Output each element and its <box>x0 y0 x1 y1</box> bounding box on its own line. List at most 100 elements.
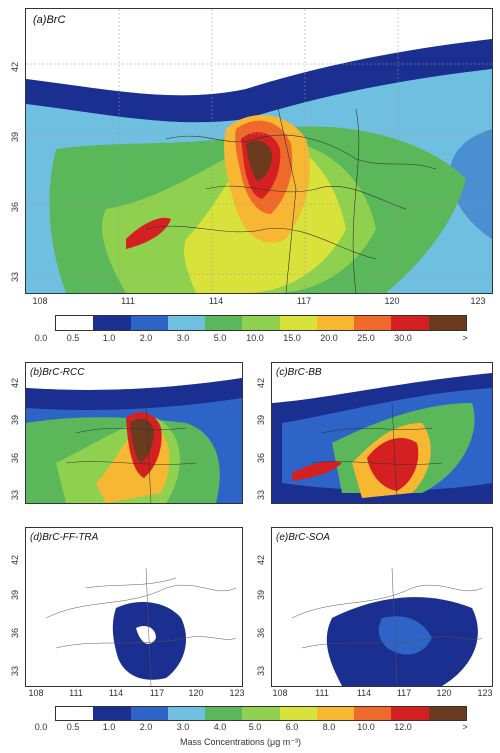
colorbar-2-label: 1.0 <box>102 722 116 732</box>
panel-e-lon-tick-120: 120 <box>436 688 452 698</box>
colorbar-2-label: 3.0 <box>176 722 190 732</box>
colorbar-1-swatch <box>130 316 168 330</box>
panel-b-label: (b)BrC-RCC <box>30 367 85 378</box>
panel-b-lat-tick-33: 33 <box>10 489 20 500</box>
panel-e-map <box>272 528 492 686</box>
panel-a-lat-tick-42: 42 <box>10 61 20 72</box>
colorbar-2-label: 10.0 <box>357 722 375 732</box>
colorbar-2-label: 2.0 <box>139 722 153 732</box>
panel-e-lat-tick-36: 36 <box>256 627 266 638</box>
colorbar-1-label: 2.0 <box>139 333 153 343</box>
panel-c-lat-tick-39: 39 <box>256 414 266 425</box>
colorbar-2-swatch <box>279 707 317 720</box>
panel-a-label: (a)BrC <box>33 14 66 26</box>
colorbar-1-label: 20.0 <box>320 333 338 343</box>
colorbar-1-label: > <box>462 333 468 343</box>
panel-b-map <box>26 363 242 503</box>
colorbar-1-label: 30.0 <box>394 333 412 343</box>
colorbar-2-swatch <box>242 707 280 720</box>
map-panel-d <box>25 527 243 687</box>
colorbar-1-label: 1.0 <box>102 333 116 343</box>
colorbar-2-label: 6.0 <box>285 722 299 732</box>
colorbar-2-swatch <box>130 707 168 720</box>
colorbar-1-label: 25.0 <box>357 333 375 343</box>
colorbar-1-label: 3.0 <box>176 333 190 343</box>
panel-d-lat-tick-33: 33 <box>10 665 20 676</box>
panel-d-map <box>26 528 242 686</box>
panel-e-label: (e)BrC-SOA <box>276 532 330 543</box>
panel-c-lat-tick-33: 33 <box>256 489 266 500</box>
panel-e-lon-tick-108: 108 <box>272 688 288 698</box>
colorbar-2-swatch <box>391 707 429 720</box>
map-panel-c <box>271 362 493 504</box>
panel-e-lat-tick-33: 33 <box>256 665 266 676</box>
colorbar-2-label: 12.0 <box>394 722 412 732</box>
panel-a-lon-tick-114: 114 <box>208 296 224 306</box>
panel-d-lon-tick-120: 120 <box>188 688 204 698</box>
panel-b-lat-tick-42: 42 <box>10 377 20 388</box>
panel-e-lat-tick-42: 42 <box>256 554 266 565</box>
panel-c-lat-tick-42: 42 <box>256 377 266 388</box>
colorbar-1-swatch <box>56 316 94 330</box>
colorbar-1-label: 5.0 <box>213 333 227 343</box>
colorbar-1-label: 0.5 <box>66 333 80 343</box>
panel-e-lat-tick-39: 39 <box>256 589 266 600</box>
panel-d-lat-tick-42: 42 <box>10 554 20 565</box>
colorbar-2-swatch <box>354 707 392 720</box>
panel-e-lon-tick-123: 123 <box>477 688 493 698</box>
panel-d-lon-tick-111: 111 <box>69 688 83 698</box>
colorbar-1-swatch <box>279 316 317 330</box>
panel-d-lon-tick-123: 123 <box>229 688 245 698</box>
panel-a-lat-tick-36: 36 <box>10 201 20 212</box>
colorbar-2-label: 5.0 <box>248 722 262 732</box>
panel-a-lat-tick-33: 33 <box>10 271 20 282</box>
colorbar-2-swatch <box>316 707 355 720</box>
colorbar-2 <box>55 706 467 721</box>
colorbar-1-swatch <box>316 316 355 330</box>
map-panel-e <box>271 527 493 687</box>
colorbar-2-swatch <box>167 707 206 720</box>
panel-a-lat-tick-39: 39 <box>10 131 20 142</box>
colorbar-2-label: 4.0 <box>213 722 227 732</box>
panel-c-lat-tick-36: 36 <box>256 452 266 463</box>
panel-a-lon-tick-111: 111 <box>121 296 135 306</box>
colorbar-2-label: > <box>462 722 468 732</box>
panel-d-label: (d)BrC-FF-TRA <box>30 532 99 543</box>
map-panel-b <box>25 362 243 504</box>
colorbar-2-title: Mass Concentrations (μg m⁻³) <box>180 737 301 747</box>
panel-a-lon-tick-117: 117 <box>296 296 312 306</box>
panel-c-label: (c)BrC-BB <box>276 367 322 378</box>
colorbar-2-label: 0.0 <box>34 722 48 732</box>
colorbar-1-swatch <box>93 316 131 330</box>
panel-a-lon-tick-108: 108 <box>32 296 48 306</box>
colorbar-2-label: 0.5 <box>66 722 80 732</box>
panel-d-lon-tick-114: 114 <box>108 688 124 698</box>
panel-d-lon-tick-117: 117 <box>149 688 165 698</box>
panel-a-lon-tick-123: 123 <box>470 296 486 306</box>
panel-b-lat-tick-36: 36 <box>10 452 20 463</box>
panel-a-lon-tick-120: 120 <box>384 296 400 306</box>
colorbar-1-swatch <box>242 316 280 330</box>
panel-e-lon-tick-117: 117 <box>396 688 412 698</box>
colorbar-1 <box>55 315 467 331</box>
colorbar-2-swatch <box>93 707 131 720</box>
colorbar-1-swatch <box>391 316 429 330</box>
colorbar-1-label: 0.0 <box>34 333 48 343</box>
colorbar-2-swatch <box>56 707 94 720</box>
colorbar-2-swatch <box>428 707 466 720</box>
colorbar-1-swatch <box>354 316 392 330</box>
colorbar-2-label: 8.0 <box>322 722 336 732</box>
panel-d-lon-tick-108: 108 <box>28 688 44 698</box>
panel-d-lat-tick-36: 36 <box>10 627 20 638</box>
colorbar-1-swatch <box>428 316 466 330</box>
panel-b-lat-tick-39: 39 <box>10 414 20 425</box>
colorbar-1-swatch <box>205 316 243 330</box>
panel-c-map <box>272 363 492 503</box>
panel-e-lon-tick-111: 111 <box>315 688 329 698</box>
colorbar-1-label: 10.0 <box>246 333 264 343</box>
colorbar-2-swatch <box>205 707 243 720</box>
map-panel-a <box>25 8 493 294</box>
colorbar-1-label: 15.0 <box>283 333 301 343</box>
panel-a-map <box>26 9 492 293</box>
panel-d-lat-tick-39: 39 <box>10 589 20 600</box>
